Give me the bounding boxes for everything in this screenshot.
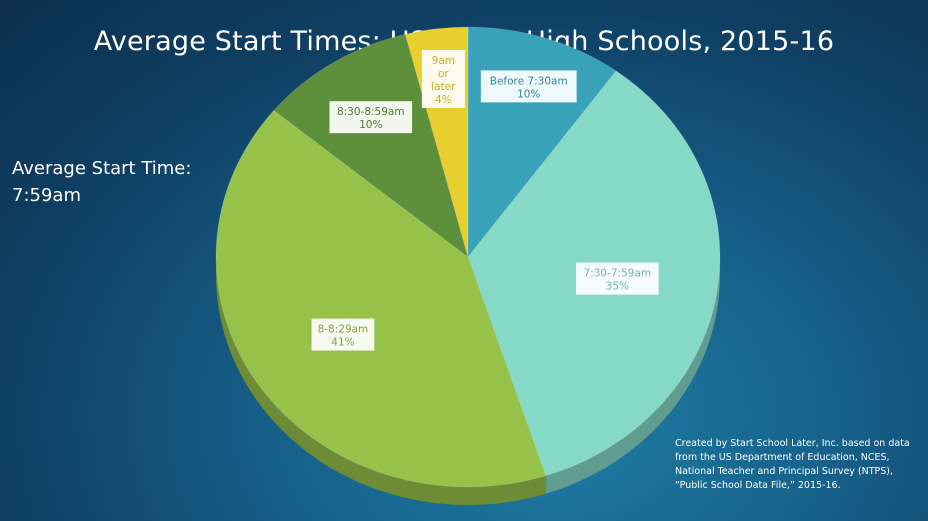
data-label-box: [311, 318, 375, 351]
data-label-category: 7:30-7:59am: [584, 268, 652, 280]
source-note: Created by Start School Later, Inc. base…: [675, 437, 920, 493]
pie-slice-8-30-8-59am: [273, 33, 469, 259]
pie-side-7-30-7-59am: [545, 257, 720, 494]
data-label-value: 10%: [359, 119, 382, 131]
source-note-line: from the US Department of Education, NCE…: [675, 452, 890, 463]
source-note-line: “Public School Data File,” 2015-16.: [675, 480, 841, 491]
data-label-box: [421, 50, 465, 109]
data-label-box: [576, 262, 659, 295]
data-label-value: 4%: [435, 94, 452, 106]
data-label-category: or: [438, 68, 449, 80]
data-label-value: 35%: [606, 281, 629, 293]
data-label-box: [329, 101, 413, 134]
data-label-category: 8:30-8:59am: [337, 106, 405, 118]
pie-labels-group: Before 7:30am10%7:30-7:59am35%8-8:29am41…: [311, 50, 659, 351]
data-label-category: Before 7:30am: [490, 75, 568, 87]
average-start-time: Average Start Time: 7:59am: [12, 155, 191, 209]
pie-side-8-8-29am: [216, 257, 546, 506]
source-note-line: Created by Start School Later, Inc. base…: [675, 438, 910, 449]
data-label-value: 41%: [331, 337, 354, 349]
pie-side-group: [216, 257, 720, 506]
average-value: 7:59am: [12, 185, 81, 206]
average-label: Average Start Time:: [12, 158, 192, 179]
data-label-value: 10%: [517, 88, 540, 100]
pie-slices-group: [215, 26, 721, 488]
data-label-box: [480, 70, 577, 103]
pie-slice-8-8-29am: [215, 109, 547, 488]
data-label-category: later: [431, 81, 456, 93]
data-label-category: 9am: [432, 55, 455, 67]
data-label-category: 8-8:29am: [318, 324, 369, 336]
source-note-line: National Teacher and Principal Survey (N…: [675, 466, 894, 477]
